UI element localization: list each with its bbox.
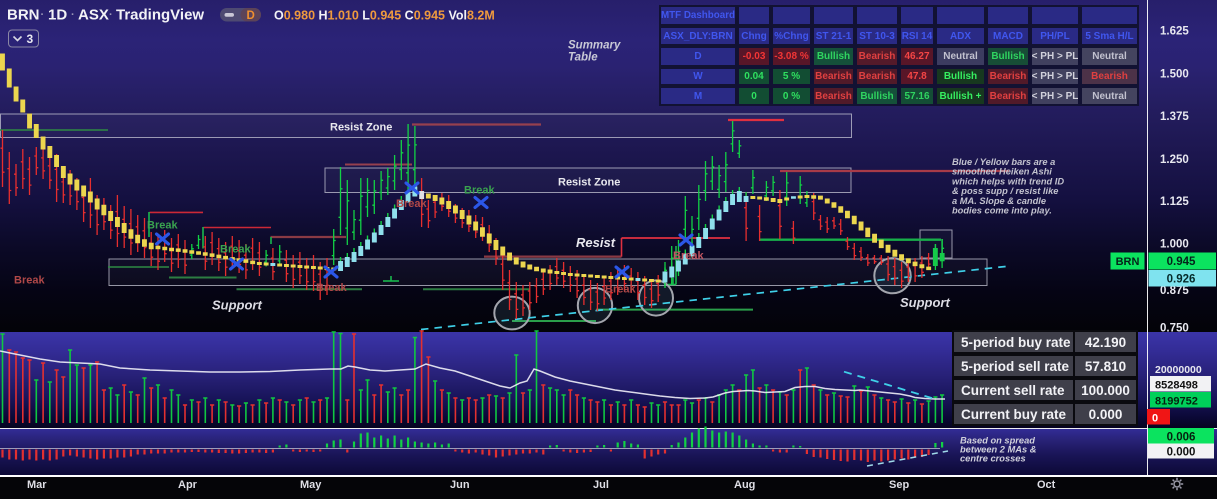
svg-text:20000000: 20000000: [1155, 364, 1202, 376]
svg-text:BRN: BRN: [1116, 256, 1140, 268]
svg-text:Break: Break: [147, 220, 178, 232]
svg-text:Break: Break: [316, 282, 347, 294]
svg-text:Break: Break: [14, 275, 45, 287]
svg-text:1.125: 1.125: [1160, 196, 1189, 208]
svg-text:Resist Zone: Resist Zone: [558, 177, 620, 189]
svg-text:1.375: 1.375: [1160, 111, 1189, 123]
svg-text:Break: Break: [605, 284, 636, 296]
svg-text:·: ·: [41, 9, 45, 21]
svg-text:Mar: Mar: [27, 479, 47, 491]
svg-text:0.000: 0.000: [1167, 447, 1196, 459]
svg-text:0: 0: [1152, 413, 1158, 425]
svg-text:centre crosses: centre crosses: [960, 454, 1026, 464]
svg-text:Jun: Jun: [450, 479, 470, 491]
svg-text:Support: Support: [212, 298, 262, 313]
svg-text:0.750: 0.750: [1160, 323, 1189, 335]
svg-text:Blue / Yellow bars are a: Blue / Yellow bars are a: [952, 157, 1055, 167]
svg-text:between 2 MAs &: between 2 MAs &: [960, 445, 1037, 455]
svg-text:0.945: 0.945: [1167, 256, 1196, 268]
svg-text:Oct: Oct: [1037, 479, 1056, 491]
svg-text:Support: Support: [900, 295, 950, 310]
svg-text:·: ·: [71, 9, 75, 21]
svg-text:bodies come into play.: bodies come into play.: [952, 206, 1052, 216]
svg-text:1.500: 1.500: [1160, 69, 1189, 81]
svg-text:0.875: 0.875: [1160, 285, 1189, 297]
svg-text:1.625: 1.625: [1160, 26, 1189, 38]
svg-text:Break: Break: [220, 244, 251, 256]
svg-text:Jul: Jul: [593, 479, 609, 491]
svg-text:which helps with trend ID: which helps with trend ID: [952, 176, 1064, 186]
svg-text:Break: Break: [464, 185, 495, 197]
svg-text:Summary: Summary: [568, 40, 621, 52]
svg-text:ASX: ASX: [78, 7, 109, 24]
svg-text:May: May: [300, 479, 322, 491]
svg-text:Aug: Aug: [734, 479, 755, 491]
svg-text:8199752: 8199752: [1155, 396, 1198, 408]
svg-text:BRN: BRN: [7, 7, 40, 24]
svg-text:& poss supp / resist like: & poss supp / resist like: [952, 186, 1058, 196]
svg-text:0.926: 0.926: [1167, 274, 1196, 286]
svg-text:1.250: 1.250: [1160, 154, 1189, 166]
svg-text:Sep: Sep: [889, 479, 909, 491]
svg-text:Based on spread: Based on spread: [960, 436, 1035, 446]
svg-text:TradingView: TradingView: [116, 7, 204, 24]
svg-text:1.000: 1.000: [1160, 239, 1189, 251]
svg-text:Apr: Apr: [178, 479, 198, 491]
svg-text:0.006: 0.006: [1167, 432, 1196, 444]
svg-text:Table: Table: [568, 52, 598, 64]
svg-text:Resist Zone: Resist Zone: [330, 122, 392, 134]
svg-text:a MA. Slope & candle: a MA. Slope & candle: [952, 196, 1046, 206]
svg-text:O0.980 H1.010 L0.945 C0.945 Vo: O0.980 H1.010 L0.945 C0.945 Vol8.2M: [274, 9, 495, 23]
svg-text:8528498: 8528498: [1155, 380, 1198, 392]
svg-text:smoothed Heiken Ashi: smoothed Heiken Ashi: [952, 167, 1052, 177]
svg-text:Break: Break: [396, 198, 427, 210]
svg-text:1D: 1D: [48, 7, 67, 24]
svg-text:Resist: Resist: [576, 235, 616, 250]
svg-text:D: D: [247, 10, 255, 22]
svg-text:Break: Break: [673, 250, 704, 262]
svg-text:3: 3: [27, 32, 34, 46]
svg-text:·: ·: [109, 9, 113, 21]
